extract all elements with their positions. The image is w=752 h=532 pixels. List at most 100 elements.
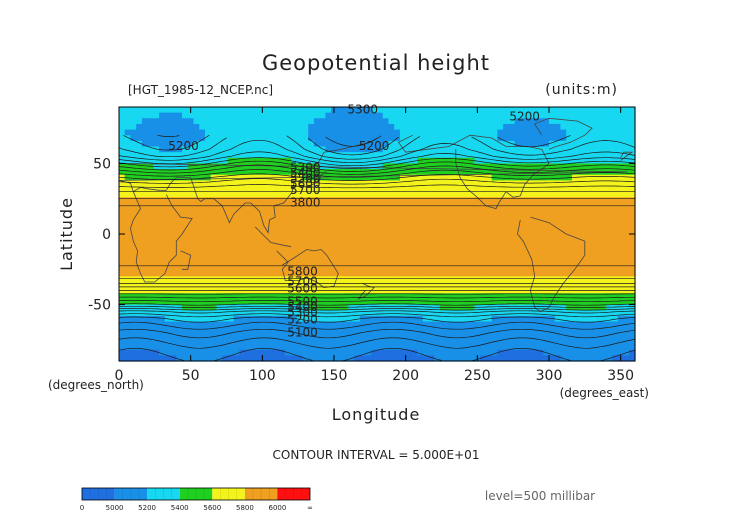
contour-cell <box>422 344 430 351</box>
contour-cell <box>589 321 596 328</box>
contour-cell <box>153 310 160 317</box>
contour-cell <box>336 197 344 204</box>
contour-cell <box>463 338 470 345</box>
contour-cell <box>549 310 556 317</box>
contour-cell <box>457 191 464 198</box>
contour-cell <box>503 349 510 356</box>
contour-cell <box>153 107 160 114</box>
contour-cell <box>250 304 258 311</box>
contour-cell <box>457 157 464 165</box>
contour-cell <box>514 242 521 249</box>
contour-cell <box>520 186 527 193</box>
contour-cell <box>491 231 498 238</box>
contour-cell <box>119 118 126 125</box>
contour-cell <box>354 304 361 311</box>
contour-cell <box>199 242 206 249</box>
contour-cell <box>508 180 516 187</box>
contour-cell <box>388 118 395 125</box>
contour-cell <box>164 169 172 176</box>
colorbar-swatch <box>82 488 115 500</box>
contour-cell <box>279 327 286 334</box>
contour-cell <box>227 214 235 221</box>
contour-cell <box>606 219 613 227</box>
contour-cell <box>514 276 521 283</box>
contour-cell <box>124 248 132 255</box>
contour-cell <box>227 140 235 148</box>
contour-cell <box>428 180 435 187</box>
contour-cell <box>520 112 527 119</box>
contour-cell <box>205 327 212 334</box>
contour-cell <box>594 219 602 227</box>
contour-cell <box>124 259 132 266</box>
contour-cell <box>434 276 441 283</box>
contour-cell <box>514 270 521 277</box>
contour-cell <box>623 129 630 136</box>
contour-cell <box>359 112 367 119</box>
contour-cell <box>210 253 218 260</box>
contour-cell <box>153 123 160 131</box>
contour-cell <box>348 253 355 260</box>
contour-cell <box>594 248 602 255</box>
contour-cell <box>382 118 390 125</box>
contour-cell <box>302 140 309 148</box>
contour-cell <box>245 253 252 260</box>
contour-cell <box>600 107 607 114</box>
contour-cell <box>130 265 137 272</box>
contour-cell <box>285 355 292 362</box>
contour-cell <box>382 310 390 317</box>
contour-cell <box>589 186 596 193</box>
contour-cell <box>612 225 619 232</box>
contour-cell <box>382 304 390 311</box>
contour-cell <box>359 304 367 311</box>
contour-cell <box>497 129 504 136</box>
contour-cell <box>497 231 504 238</box>
contour-cell <box>422 281 430 289</box>
contour-cell <box>216 355 223 362</box>
contour-cell <box>399 281 407 289</box>
contour-cell <box>623 152 630 159</box>
contour-cell <box>623 186 630 193</box>
contour-cell <box>141 214 149 221</box>
contour-cell <box>119 135 126 142</box>
contour-cell <box>583 315 590 323</box>
contour-cell <box>291 265 298 272</box>
contour-cell <box>222 236 229 244</box>
contour-cell <box>474 236 481 244</box>
contour-cell <box>623 304 630 311</box>
contour-cell <box>233 355 240 362</box>
contour-cell <box>325 259 332 266</box>
contour-cell <box>199 236 206 244</box>
contour-cell <box>399 157 407 165</box>
contour-cell <box>503 191 510 198</box>
contour-cell <box>560 123 567 131</box>
contour-cell <box>130 310 137 317</box>
contour-cell <box>503 321 510 328</box>
contour-cell <box>503 270 510 277</box>
contour-cell <box>520 265 527 272</box>
contour-cell <box>417 253 424 260</box>
contour-cell <box>205 152 212 159</box>
contour-cell <box>531 112 539 119</box>
colorbar: 0 5000 5200 5400 5600 5800 6000 ∞ <box>80 487 313 512</box>
contour-cell <box>497 304 504 311</box>
contour-cell <box>285 146 292 153</box>
contour-cell <box>199 327 206 334</box>
contour-cell <box>617 315 625 323</box>
contour-cell <box>508 304 516 311</box>
contour-cell <box>451 327 458 334</box>
contour-cell <box>268 214 275 221</box>
contour-cell <box>583 174 590 181</box>
contour-cell <box>514 327 521 334</box>
contour-cell <box>417 332 424 340</box>
contour-cell <box>354 107 361 114</box>
contour-line <box>118 303 636 306</box>
contour-cell <box>594 310 602 317</box>
contour-cell <box>491 236 498 244</box>
contour-cell <box>187 129 195 136</box>
contour-cell <box>445 349 453 356</box>
contour-cell <box>617 197 625 204</box>
contour-cell <box>354 321 361 328</box>
contour-label: 5200 <box>359 139 390 153</box>
contour-cell <box>359 169 367 176</box>
contour-cell <box>371 186 378 193</box>
